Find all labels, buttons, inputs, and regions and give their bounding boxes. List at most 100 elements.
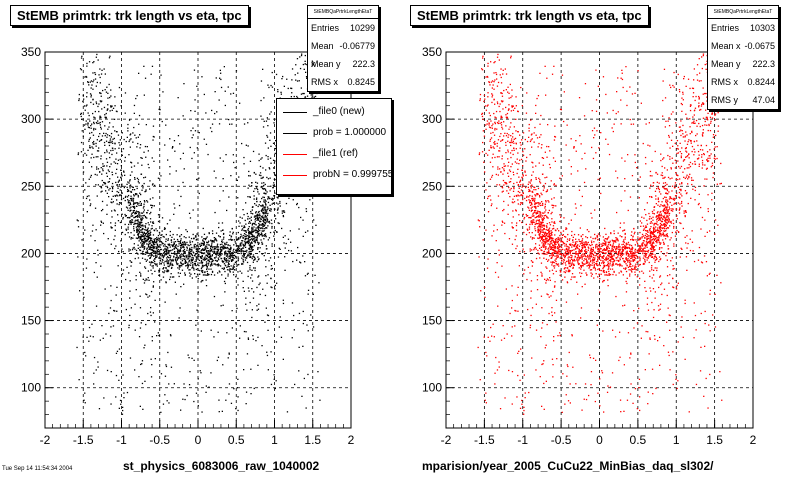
scatter-point [196,178,198,181]
scatter-point [109,110,111,112]
scatter-point [274,387,276,390]
scatter-point [141,221,143,224]
scatter-point [261,233,263,235]
scatter-point [700,80,702,82]
scatter-point [257,214,259,217]
scatter-point [97,168,100,170]
scatter-point [139,236,141,238]
scatter-point [117,195,119,197]
scatter-point [140,237,142,239]
scatter-point [217,331,219,333]
scatter-point [188,244,190,247]
scatter-point [645,241,648,243]
scatter-point [516,245,518,247]
scatter-point [699,149,702,151]
scatter-point [534,230,537,232]
scatter-point [231,254,233,257]
scatter-point [269,177,271,179]
scatter-point [142,228,144,230]
scatter-point [116,286,118,288]
scatter-point [232,92,235,94]
scatter-point [641,249,644,251]
scatter-point [255,229,257,231]
scatter-point [95,369,97,371]
scatter-point [99,76,101,79]
scatter-point [293,329,295,331]
scatter-point [207,247,209,249]
scatter-point [487,336,489,338]
scatter-point [157,220,160,223]
scatter-point [703,153,705,156]
scatter-point [242,261,245,263]
scatter-point [499,147,501,149]
scatter-point [599,405,601,407]
scatter-point [143,211,145,213]
scatter-point [182,253,184,256]
scatter-point [142,217,144,219]
y-tick-label: 300 [21,112,41,126]
scatter-point [108,126,110,128]
scatter-point [631,93,634,95]
scatter-point [81,130,83,132]
scatter-point [534,217,536,219]
scatter-point [265,189,267,192]
scatter-point [99,68,101,70]
scatter-point [575,251,577,253]
scatter-point [179,244,181,247]
scatter-point [225,399,227,401]
scatter-point [185,229,187,231]
scatter-point [644,156,647,159]
scatter-point [494,372,496,374]
scatter-point [152,261,154,264]
scatter-point [248,222,250,224]
scatter-point [512,132,514,135]
scatter-point [214,259,217,262]
scatter-point [684,147,687,150]
scatter-point [592,258,594,260]
scatter-point [127,226,129,228]
scatter-point [142,235,144,238]
scatter-point [212,246,214,248]
scatter-point [271,197,273,199]
scatter-point [100,139,103,141]
scatter-point [689,161,692,164]
scatter-point [159,253,161,255]
scatter-point [579,250,582,252]
scatter-point [245,242,247,244]
scatter-point [261,197,263,200]
scatter-point [221,249,223,251]
scatter-point [500,117,502,119]
scatter-point [252,235,254,237]
scatter-point [255,215,257,217]
scatter-point [163,267,165,269]
scatter-point [526,195,528,197]
scatter-point [652,245,654,247]
scatter-point [103,181,105,184]
scatter-point [153,251,155,253]
scatter-point [162,276,165,278]
scatter-point [187,254,189,256]
scatter-point [658,234,661,236]
scatter-point [131,249,134,251]
scatter-point [244,244,246,246]
scatter-point [511,243,514,245]
scatter-point [179,143,181,145]
x-tick-label: -0.5 [551,433,572,447]
scatter-point [568,243,571,245]
scatter-point [152,286,154,288]
scatter-point [661,293,663,296]
scatter-point [257,259,260,261]
scatter-point [479,99,481,102]
scatter-point [262,68,264,70]
scatter-point [153,205,155,207]
scatter-point [251,232,253,234]
scatter-point [99,100,101,102]
scatter-point [644,287,646,289]
scatter-point [515,210,517,212]
scatter-point [128,272,130,274]
scatter-point [129,185,131,187]
scatter-point [671,197,673,200]
scatter-point [205,285,208,287]
scatter-point [170,267,173,269]
scatter-point [645,254,647,256]
